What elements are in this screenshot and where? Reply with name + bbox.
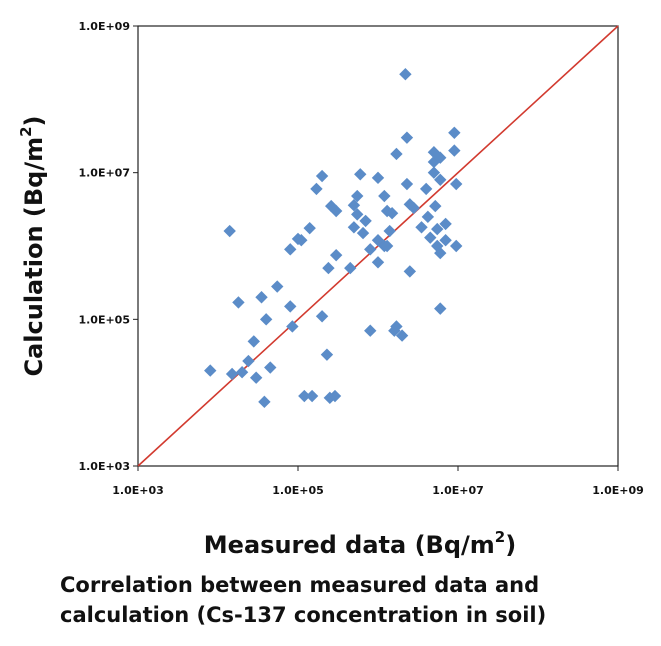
- data-point: [431, 222, 444, 236]
- data-point: [419, 182, 433, 196]
- x-tick-label: 1.0E+09: [592, 484, 644, 497]
- y-tick-label: 1.0E+05: [78, 313, 130, 326]
- data-point: [298, 389, 311, 403]
- data-point: [354, 168, 367, 181]
- data-point: [235, 366, 249, 379]
- data-point: [383, 224, 396, 238]
- data-point: [286, 320, 299, 333]
- data-point: [351, 208, 364, 221]
- y-tick-label: 1.0E+07: [78, 167, 130, 180]
- data-point: [315, 310, 329, 323]
- data-point: [328, 389, 342, 403]
- data-point: [371, 256, 385, 269]
- data-point: [450, 177, 463, 191]
- data-point: [385, 207, 399, 220]
- data-point: [399, 68, 412, 81]
- data-point: [364, 243, 377, 256]
- data-point: [356, 226, 370, 240]
- data-point: [247, 335, 260, 348]
- x-tick-label: 1.0E+03: [112, 484, 164, 497]
- data-point: [434, 246, 447, 260]
- data-point: [427, 146, 441, 159]
- x-axis-ticks: 1.0E+03 1.0E+05 1.0E+07 1.0E+09: [112, 466, 644, 497]
- x-tick-label: 1.0E+07: [432, 484, 484, 497]
- data-point: [431, 239, 444, 253]
- data-point: [284, 300, 297, 313]
- y-tick-label: 1.0E+03: [78, 460, 130, 473]
- data-point: [271, 280, 284, 293]
- data-point: [390, 320, 403, 333]
- data-point: [439, 217, 452, 231]
- x-axis-title: Measured data (Bq/m2): [204, 528, 516, 559]
- data-point: [258, 395, 271, 409]
- data-point: [320, 348, 334, 361]
- data-point: [434, 173, 447, 186]
- data-point: [400, 177, 414, 191]
- data-point: [415, 221, 428, 234]
- data-point: [242, 354, 255, 368]
- data-point: [448, 126, 461, 139]
- data-point: [225, 367, 239, 381]
- data-point: [427, 166, 441, 179]
- data-point: [378, 189, 391, 203]
- data-point: [403, 265, 417, 278]
- y-axis-title: Calculation (Bq/m2): [17, 115, 48, 376]
- data-points: [204, 68, 463, 409]
- data-point: [284, 243, 297, 256]
- data-point: [204, 364, 217, 377]
- data-point: [429, 199, 442, 213]
- caption-line-2: calculation (Cs-137 concentration in soi…: [60, 603, 547, 627]
- data-point: [390, 147, 403, 161]
- y-axis-ticks: 1.0E+03 1.0E+05 1.0E+07 1.0E+09: [78, 20, 138, 473]
- data-point: [395, 329, 409, 342]
- data-point: [434, 151, 447, 164]
- data-point: [371, 171, 385, 185]
- figure-caption: Correlation between measured data and ca…: [60, 570, 660, 630]
- data-point: [303, 221, 316, 235]
- data-point: [249, 371, 263, 384]
- data-point: [322, 261, 335, 275]
- data-point: [305, 389, 319, 403]
- data-point: [364, 324, 377, 337]
- data-point: [329, 204, 343, 218]
- data-point: [421, 210, 435, 224]
- data-point: [347, 199, 361, 212]
- data-point: [223, 224, 236, 238]
- data-point: [315, 169, 329, 183]
- data-point: [351, 189, 364, 203]
- data-point: [448, 144, 461, 157]
- data-point: [344, 261, 357, 275]
- data-point: [380, 239, 394, 253]
- data-point: [255, 291, 268, 304]
- data-point: [264, 361, 277, 374]
- data-point: [329, 248, 343, 262]
- data-point: [359, 214, 372, 228]
- data-point: [439, 233, 452, 247]
- scatter-chart: 1.0E+03 1.0E+05 1.0E+07 1.0E+09 1.0E+031.0E…: [17, 20, 644, 559]
- data-point: [424, 231, 437, 244]
- data-point: [434, 302, 447, 315]
- data-point: [310, 182, 323, 196]
- data-point: [295, 233, 308, 247]
- data-point: [450, 239, 463, 253]
- data-point: [407, 201, 420, 215]
- data-point: [259, 313, 273, 326]
- caption-line-1: Correlation between measured data and: [60, 573, 540, 597]
- data-point: [347, 221, 361, 234]
- y-tick-label: 1.0E+09: [78, 20, 130, 33]
- x-tick-label: 1.0E+05: [272, 484, 324, 497]
- data-point: [232, 296, 245, 309]
- data-point: [400, 131, 414, 144]
